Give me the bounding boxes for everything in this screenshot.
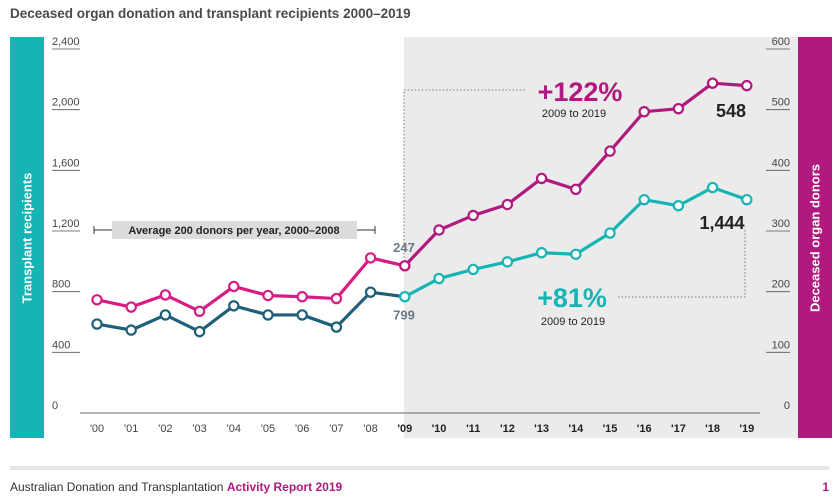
donors-growth-period: 2009 to 2019	[542, 108, 606, 120]
data-point	[296, 309, 308, 321]
data-point	[228, 300, 240, 312]
donors-2009-label: 247	[393, 240, 415, 255]
data-point	[399, 260, 411, 272]
x-tick-label: '10	[432, 423, 447, 435]
data-point	[193, 325, 206, 338]
x-tick-label: '18	[705, 423, 720, 435]
recipients-2009-label: 799	[393, 308, 415, 323]
left-tick-label: 2,400	[52, 36, 80, 48]
donors-growth-figure: +122%	[538, 77, 623, 107]
data-point	[535, 247, 548, 259]
donors-2019-label: 548	[716, 101, 746, 121]
right-tick-label: 300	[772, 218, 790, 230]
data-point	[672, 200, 685, 212]
right-tick-label: 500	[772, 97, 790, 109]
x-tick-label: '16	[637, 423, 652, 435]
page-number: 1	[822, 480, 829, 494]
right-tick-label: 100	[772, 339, 790, 351]
x-tick-label: '11	[466, 423, 480, 435]
footer-text: Australian Donation and Transplantation	[10, 480, 224, 494]
data-point	[638, 105, 650, 118]
x-tick-label: '17	[671, 423, 686, 435]
x-tick-label: '12	[500, 423, 515, 435]
data-point	[433, 224, 445, 236]
data-point	[433, 272, 445, 285]
x-tick-label: '14	[568, 423, 584, 435]
x-tick-label: '19	[739, 423, 754, 435]
data-point	[330, 321, 343, 333]
x-tick-label: '08	[363, 423, 377, 435]
avg-note-box	[112, 221, 357, 239]
data-point	[706, 181, 719, 194]
data-point	[501, 198, 514, 211]
data-point	[604, 227, 616, 239]
footer-divider	[10, 466, 829, 470]
chart-title: Deceased organ donation and transplant r…	[10, 6, 411, 21]
data-point	[741, 193, 753, 206]
data-point	[467, 263, 479, 276]
x-tick-label: '04	[227, 423, 241, 435]
right-tick-label: 400	[772, 157, 790, 169]
recipients-2019-label: 1,444	[699, 213, 744, 233]
x-tick-label: '07	[329, 423, 343, 435]
left-axis-bar: Transplant recipients	[10, 37, 44, 438]
recipient-growth-connector	[618, 227, 746, 298]
right-tick-label: 200	[772, 279, 790, 291]
right-axis-bar: Deceased organ donors	[798, 37, 832, 438]
x-tick-label: '00	[90, 423, 104, 435]
data-point	[570, 248, 582, 260]
x-tick-label: '09	[397, 423, 412, 435]
avg-note-text: Average 200 donors per year, 2000–2008	[128, 225, 339, 237]
footer-accent: Activity Report 2019	[226, 480, 343, 494]
data-point	[638, 193, 650, 206]
data-point	[741, 79, 753, 92]
recipients-growth-period: 2009 to 2019	[541, 316, 605, 328]
right-tick-label: 0	[784, 400, 790, 412]
data-point	[262, 309, 274, 321]
data-point	[91, 318, 103, 330]
data-point	[159, 309, 172, 321]
data-point	[364, 252, 377, 264]
data-point	[364, 286, 377, 298]
data-point	[706, 77, 719, 89]
left-tick-label: 400	[52, 339, 70, 351]
data-point	[125, 301, 137, 313]
x-tick-label: '05	[261, 423, 275, 435]
x-tick-label: '15	[603, 423, 618, 435]
recipients-growth-figure: +81%	[537, 283, 607, 313]
chart-area: 0 400 800 1,200 1,600 2,000 2,400 0 100 200 300 400…	[52, 36, 798, 438]
left-tick-label: 2,000	[52, 97, 80, 109]
data-point	[125, 324, 137, 336]
left-tick-label: 1,600	[52, 157, 80, 169]
data-point	[91, 294, 103, 306]
series-line	[96, 256, 406, 313]
data-point	[535, 172, 548, 185]
data-point	[467, 209, 479, 222]
left-tick-label: 0	[52, 400, 58, 412]
data-point	[262, 289, 274, 302]
left-tick-label: 1,200	[52, 218, 80, 230]
data-point	[501, 256, 514, 268]
data-point	[399, 291, 411, 303]
x-tick-label: '01	[124, 423, 138, 435]
data-point	[228, 280, 240, 293]
x-tick-label: '02	[158, 423, 172, 435]
x-tick-label: '03	[192, 423, 206, 435]
footer: Australian Donation and Transplantation …	[10, 480, 342, 494]
data-point	[296, 291, 308, 303]
x-tick-label: '13	[534, 423, 549, 435]
left-tick-label: 800	[52, 279, 70, 291]
data-point	[672, 102, 685, 115]
series-line	[96, 290, 406, 334]
data-point	[604, 145, 616, 157]
data-point	[570, 183, 582, 196]
x-tick-label: '06	[295, 423, 309, 435]
data-point	[193, 305, 206, 317]
data-point	[330, 292, 343, 305]
data-point	[159, 289, 172, 301]
right-tick-label: 600	[772, 36, 790, 48]
